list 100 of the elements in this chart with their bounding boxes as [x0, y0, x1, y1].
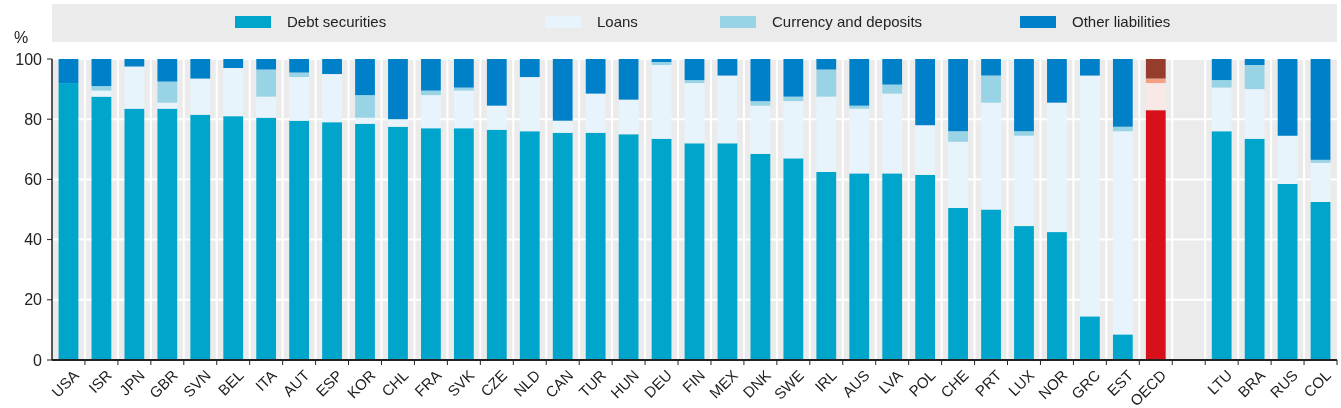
bar [421, 59, 441, 91]
x-tick-label: ISR [85, 366, 116, 397]
bar [322, 59, 342, 75]
bar [355, 123, 375, 360]
bar [915, 59, 936, 126]
bar [190, 78, 211, 115]
bar [421, 90, 441, 96]
x-tick-label: BEL [214, 366, 247, 399]
bar [355, 95, 375, 118]
y-tick-label: 80 [24, 110, 43, 128]
bar [981, 209, 1001, 360]
x-tick-label: FIN [678, 366, 708, 396]
bar [684, 80, 705, 84]
bar [421, 95, 441, 129]
x-tick-label: CZE [477, 366, 511, 400]
bar [190, 59, 211, 79]
bar [552, 132, 573, 360]
bar [157, 108, 178, 360]
bar [618, 134, 639, 360]
bar [717, 75, 738, 144]
bar [1145, 78, 1166, 84]
bar [388, 126, 408, 360]
bar [223, 116, 244, 360]
bar [750, 153, 771, 360]
y-tick-label: 100 [15, 50, 43, 68]
x-tick-label: COL [1300, 366, 1335, 401]
bar [618, 59, 639, 100]
bar [717, 143, 738, 360]
bar [1047, 59, 1067, 103]
bar [1112, 334, 1133, 360]
bar [948, 208, 968, 360]
bar [1112, 59, 1133, 127]
bar [289, 72, 309, 78]
bar [1014, 59, 1034, 132]
y-tick-label: 60 [24, 171, 43, 188]
bar [289, 59, 309, 73]
bar [849, 173, 870, 360]
bar [355, 59, 375, 96]
bar [1145, 83, 1166, 111]
bar [1211, 59, 1232, 81]
bar [1277, 59, 1298, 136]
bar [453, 87, 474, 91]
x-tick-label: FRA [411, 366, 445, 400]
bar [948, 141, 968, 208]
bar [1310, 59, 1331, 160]
bar [453, 90, 474, 129]
bar [684, 83, 705, 144]
bar [816, 59, 837, 70]
bar [1014, 226, 1034, 360]
bar [519, 77, 540, 132]
bar [1145, 59, 1166, 79]
bar [552, 120, 573, 133]
bar [882, 93, 903, 174]
bar [256, 69, 277, 97]
bar [915, 174, 936, 360]
bar [816, 96, 837, 172]
bar [91, 86, 112, 91]
y-tick-label: 40 [24, 231, 43, 249]
bar [519, 59, 540, 78]
bar [1244, 89, 1265, 139]
bar [882, 84, 903, 94]
bar [1310, 162, 1331, 202]
bar [453, 59, 474, 88]
bar [1047, 232, 1067, 360]
bar [585, 93, 606, 133]
bar [388, 59, 408, 120]
bar [355, 117, 375, 124]
bar [124, 66, 145, 109]
legend-label: Loans [597, 13, 638, 30]
bar [1112, 131, 1133, 335]
bar [157, 59, 178, 82]
bar [981, 75, 1001, 103]
bar [618, 99, 639, 135]
x-tick-label: ITA [251, 366, 280, 395]
bar [750, 105, 771, 154]
bar [1211, 80, 1232, 88]
bar [1014, 135, 1034, 227]
bar [783, 59, 804, 97]
bar [1244, 59, 1265, 66]
bar [223, 68, 244, 117]
bar [1080, 59, 1100, 76]
bar [388, 119, 408, 127]
bar [849, 59, 870, 106]
bar [816, 69, 837, 97]
bar [750, 59, 771, 102]
bar [1310, 201, 1331, 360]
bar [322, 122, 342, 360]
bar [1244, 65, 1265, 90]
bar [651, 65, 672, 139]
bar [552, 59, 573, 121]
bar [1145, 110, 1166, 360]
x-tick-label: TUR [575, 366, 610, 401]
bar [849, 105, 870, 109]
bar [124, 59, 145, 67]
bar [981, 102, 1001, 210]
bar [915, 125, 936, 175]
bar [783, 96, 804, 102]
x-tick-label: LVA [875, 366, 906, 397]
bar [322, 74, 342, 123]
bar [816, 171, 837, 360]
